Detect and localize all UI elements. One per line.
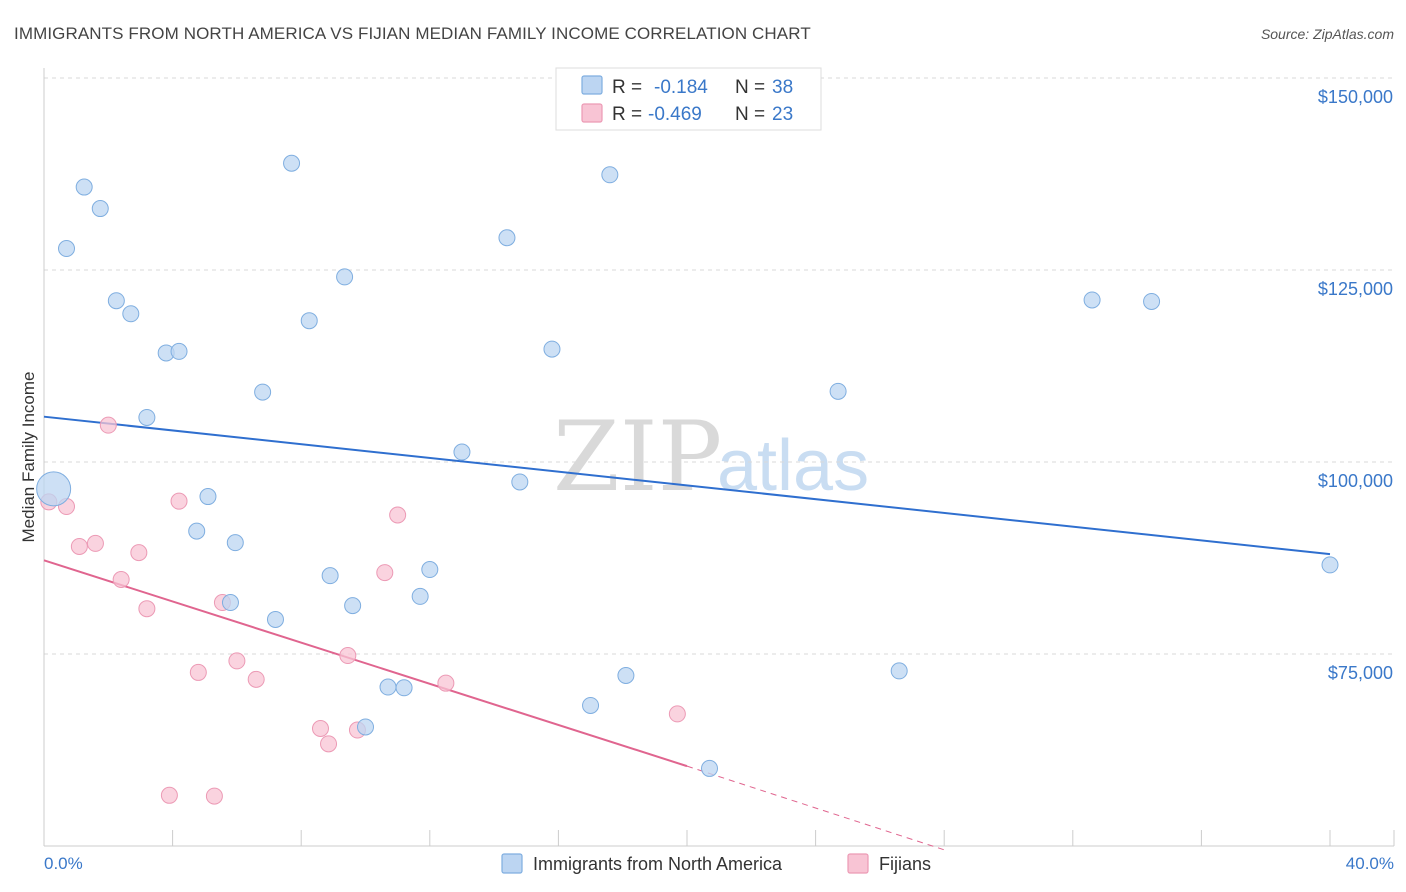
point-fijians: [437, 674, 455, 692]
legend-n-label-1: N =: [735, 77, 765, 98]
legend-n-label-2: N =: [735, 104, 765, 125]
point-fijians: [228, 652, 246, 670]
y-tick-label: $100,000: [1318, 471, 1393, 491]
watermark-zip: ZIP: [553, 401, 722, 513]
point-immigrants: [511, 473, 529, 491]
point-fijians: [247, 670, 265, 688]
point-fijians: [311, 719, 329, 737]
x-tick-label-max: 40.0%: [1346, 854, 1394, 873]
y-tick-labels: $75,000 $100,000 $125,000 $150,000: [1318, 87, 1393, 683]
y-tick-label: $125,000: [1318, 279, 1393, 299]
legend-r-value-2: -0.469: [648, 104, 702, 125]
x-tick-label-min: 0.0%: [44, 854, 83, 873]
legend-n-value-1: 38: [772, 77, 793, 98]
point-immigrants: [336, 268, 354, 286]
point-immigrants: [1143, 292, 1161, 310]
point-immigrants: [421, 561, 439, 579]
point-immigrants: [601, 166, 619, 184]
point-immigrants: [1321, 556, 1339, 574]
y-tick-label: $150,000: [1318, 87, 1393, 107]
point-immigrants: [411, 587, 429, 605]
bottom-legend-label-1: Immigrants from North America: [533, 854, 783, 874]
point-immigrants: [170, 342, 188, 360]
point-immigrants: [221, 594, 239, 612]
point-immigrants: [199, 488, 217, 506]
point-immigrants: [91, 200, 109, 218]
point-immigrants: [138, 408, 156, 426]
point-fijians: [205, 787, 223, 805]
scatter-points: [36, 154, 1339, 805]
x-tick-marks: [43, 830, 1395, 846]
trend-lines: [43, 415, 1331, 851]
legend-swatch-pink: [581, 103, 603, 123]
point-immigrants: [107, 292, 125, 310]
top-legend: R = -0.184 N = 38 R = -0.469 N = 23: [555, 67, 822, 131]
point-immigrants: [58, 239, 76, 257]
point-immigrants: [283, 154, 301, 172]
point-immigrants: [829, 382, 847, 400]
point-immigrants: [122, 305, 140, 323]
point-immigrants: [344, 597, 362, 615]
legend-swatch-blue: [581, 75, 603, 95]
point-immigrants: [395, 679, 413, 697]
point-fijians: [138, 600, 156, 618]
point-immigrants: [453, 443, 471, 461]
point-immigrants: [226, 534, 244, 552]
point-fijians: [70, 537, 88, 555]
bottom-legend-swatch-blue: [501, 853, 523, 874]
point-fijians: [86, 534, 104, 552]
legend-r-value-1: -0.184: [654, 77, 708, 98]
point-immigrants: [254, 383, 272, 401]
bottom-legend: Immigrants from North America Fijians: [501, 853, 931, 874]
point-fijians: [376, 564, 394, 582]
point-immigrants: [498, 229, 516, 247]
point-immigrants: [188, 522, 206, 540]
point-fijians: [389, 506, 407, 524]
legend-r-label-2: R =: [612, 104, 642, 125]
point-immigrants: [617, 667, 635, 685]
point-fijians: [668, 705, 686, 723]
gridlines: [44, 77, 1394, 655]
point-fijians: [189, 663, 207, 681]
legend-n-value-2: 23: [772, 104, 793, 125]
legend-r-label-1: R =: [612, 77, 642, 98]
trend-line-fijians-extension: [686, 765, 945, 851]
source-label: Source: ZipAtlas.com: [1261, 26, 1394, 42]
axes: [43, 68, 1394, 847]
point-immigrants: [582, 696, 600, 714]
point-fijians: [339, 647, 357, 665]
point-immigrants: [543, 340, 561, 358]
point-immigrants: [379, 678, 397, 696]
point-immigrants: [890, 662, 908, 680]
watermark-atlas: atlas: [717, 426, 869, 506]
point-immigrants: [300, 312, 318, 330]
bottom-legend-label-2: Fijians: [879, 854, 931, 874]
point-fijians: [99, 416, 117, 434]
point-immigrants: [36, 471, 72, 507]
point-fijians: [130, 544, 148, 562]
point-immigrants: [701, 759, 719, 777]
point-fijians: [320, 735, 338, 753]
point-immigrants: [357, 718, 374, 736]
point-fijians: [160, 786, 178, 804]
point-immigrants: [266, 610, 284, 628]
point-fijians: [170, 492, 188, 510]
point-immigrants: [1083, 291, 1101, 309]
chart-title: IMMIGRANTS FROM NORTH AMERICA VS FIJIAN …: [14, 24, 811, 43]
trend-line-fijians: [43, 559, 688, 768]
y-axis-label: Median Family Income: [19, 371, 38, 542]
y-tick-label: $75,000: [1328, 663, 1393, 683]
point-fijians: [112, 571, 130, 589]
trend-line-immigrants: [43, 415, 1331, 556]
point-immigrants: [75, 178, 93, 196]
point-immigrants: [321, 567, 339, 585]
bottom-legend-swatch-pink: [847, 853, 869, 874]
